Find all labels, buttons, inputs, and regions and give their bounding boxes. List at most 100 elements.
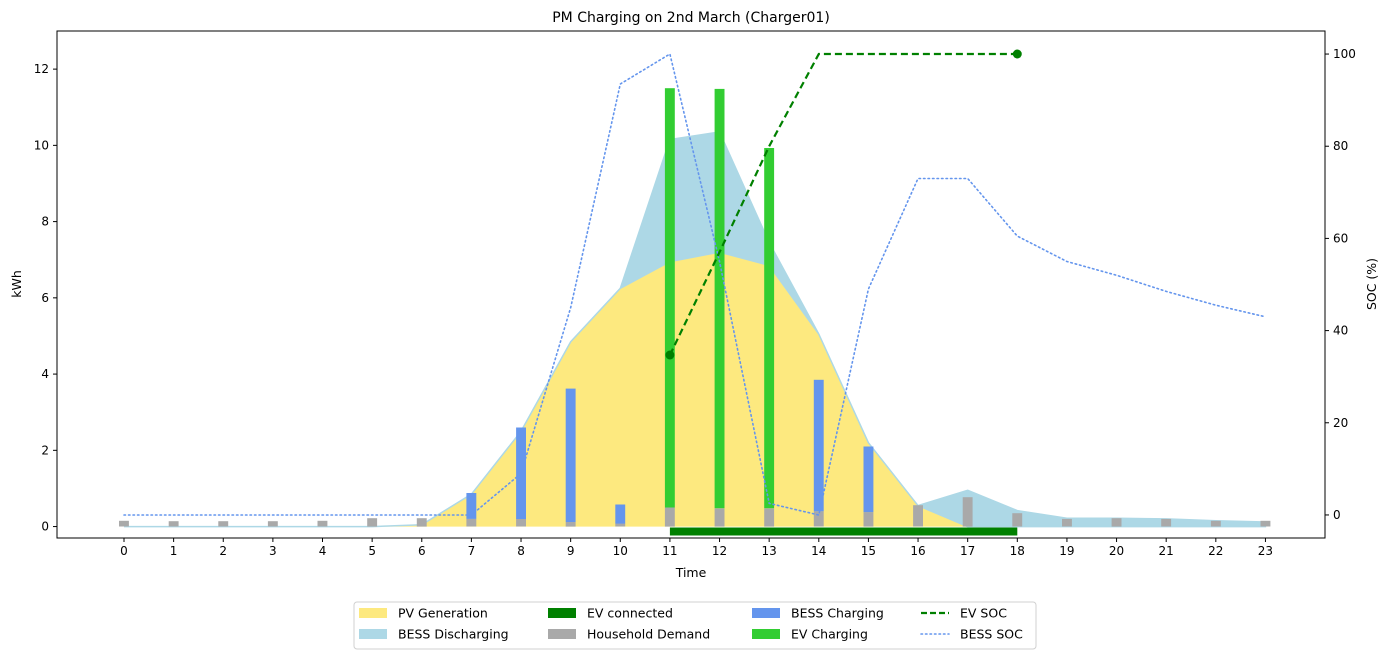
legend-label-ev-soc: EV SOC	[960, 606, 1007, 621]
x-tick-label-1: 1	[170, 544, 178, 558]
legend-label-ev-connected: EV connected	[587, 606, 673, 621]
chart-title: PM Charging on 2nd March (Charger01)	[552, 10, 830, 26]
legend-item-ev-soc: EV SOC	[921, 606, 1007, 621]
legend-label-bess-soc: BESS SOC	[960, 627, 1023, 642]
bar-household-demand-18	[1012, 513, 1023, 527]
y2-tick-label-20: 20	[1333, 416, 1348, 430]
plot-frame	[56, 30, 1326, 539]
x-tick-label-13: 13	[762, 544, 777, 558]
x-tick-label-10: 10	[613, 544, 628, 558]
x-tick-label-5: 5	[368, 544, 376, 558]
legend-swatch-pv	[359, 608, 387, 618]
y2-tick-label-60: 60	[1333, 231, 1348, 245]
legend-label-household: Household Demand	[587, 627, 710, 642]
x-tick-label-7: 7	[468, 544, 476, 558]
bar-bess-charging-7	[466, 493, 477, 519]
x-tick-label-2: 2	[219, 544, 227, 558]
ev-soc-marker-11	[665, 350, 675, 360]
x-tick-label-8: 8	[517, 544, 525, 558]
bar-household-demand-10	[615, 523, 626, 527]
legend-swatch-bess-discharging	[359, 629, 387, 639]
y2-tick-label-0: 0	[1333, 508, 1341, 522]
legend-item-ev-charging: EV Charging	[752, 627, 868, 642]
bar-household-demand-15	[863, 512, 874, 527]
legend-item-household: Household Demand	[548, 627, 710, 642]
bar-household-demand-12	[714, 508, 725, 527]
bar-household-demand-14	[813, 511, 824, 527]
x-tick-label-21: 21	[1159, 544, 1174, 558]
bar-household-demand-4	[317, 520, 328, 527]
bar-bess-charging-15	[863, 446, 874, 513]
bar-ev-charging-11	[664, 88, 675, 508]
legend-swatch-ev-charging	[752, 629, 780, 639]
y-tick-label-0: 0	[41, 520, 49, 534]
legend-item-bess-charging: BESS Charging	[752, 606, 884, 621]
x-tick-label-22: 22	[1208, 544, 1223, 558]
legend-swatch-household	[548, 629, 576, 639]
legend-label-bess-charging: BESS Charging	[791, 606, 884, 621]
bar-household-demand-22	[1210, 520, 1221, 527]
x-tick-label-19: 19	[1059, 544, 1074, 558]
legend-item-ev-connected: EV connected	[548, 606, 673, 621]
x-tick-label-11: 11	[662, 544, 677, 558]
y-tick-label-2: 2	[41, 443, 49, 457]
x-tick-label-18: 18	[1010, 544, 1025, 558]
series-ev-soc-line	[668, 52, 1018, 356]
x-tick-label-20: 20	[1109, 544, 1124, 558]
x-tick-label-15: 15	[861, 544, 876, 558]
bar-ev-charging-12	[714, 88, 725, 509]
legend-item-bess-discharging: BESS Discharging	[359, 627, 509, 642]
bar-household-demand-2	[218, 521, 229, 527]
bar-bess-charging-9	[565, 388, 576, 522]
x-tick-label-12: 12	[712, 544, 727, 558]
legend-label-ev-charging: EV Charging	[791, 627, 868, 642]
bar-household-demand-1	[168, 521, 179, 527]
x-tick-label-0: 0	[120, 544, 128, 558]
bar-household-demand-13	[764, 508, 775, 527]
y-tick-label-8: 8	[41, 215, 49, 229]
legend-item-pv: PV Generation	[359, 606, 488, 621]
bar-household-demand-7	[466, 518, 477, 527]
series-pv-generation-area	[124, 252, 1266, 527]
legend-label-pv: PV Generation	[398, 606, 488, 621]
x-tick-label-17: 17	[960, 544, 975, 558]
bar-household-demand-11	[664, 507, 675, 527]
y-tick-label-10: 10	[34, 138, 49, 152]
bar-bess-charging-10	[615, 504, 626, 524]
axes: 0 1 2 3 4 5 6 7 8 9 10 11 12 13 14 15 16 17 18 19 20 21 22 2302…	[34, 30, 1356, 558]
y-tick-label-12: 12	[34, 62, 49, 76]
bar-ev-charging-13	[764, 148, 775, 509]
x-tick-label-14: 14	[811, 544, 826, 558]
plot-area	[57, 31, 1325, 538]
bar-household-demand-19	[1062, 518, 1072, 527]
bar-household-demand-3	[267, 521, 278, 527]
bar-household-demand-0	[119, 520, 129, 527]
y2-tick-label-40: 40	[1333, 324, 1348, 338]
ev-connected-span	[669, 527, 1018, 536]
y2-axis-label: SOC (%)	[1364, 258, 1379, 310]
x-tick-label-16: 16	[910, 544, 925, 558]
legend-swatch-bess-charging	[752, 608, 780, 618]
y2-tick-label-100: 100	[1333, 47, 1356, 61]
x-tick-label-23: 23	[1258, 544, 1273, 558]
legend-label-bess-discharging: BESS Discharging	[398, 627, 509, 642]
x-tick-label-9: 9	[567, 544, 575, 558]
series-bess-soc-line	[123, 52, 1267, 516]
y2-tick-label-80: 80	[1333, 139, 1348, 153]
ev-soc-marker-18	[1012, 49, 1022, 59]
y-tick-label-4: 4	[41, 367, 49, 381]
x-tick-label-4: 4	[319, 544, 327, 558]
legend-swatch-ev-connected	[548, 608, 576, 618]
x-tick-label-6: 6	[418, 544, 426, 558]
bar-household-demand-9	[565, 522, 576, 527]
bar-household-demand-5	[367, 518, 378, 527]
y-tick-label-6: 6	[41, 291, 49, 305]
x-axis-label: Time	[675, 565, 707, 580]
bar-household-demand-21	[1161, 518, 1172, 527]
bar-bess-charging-14	[813, 379, 824, 512]
bar-household-demand-6	[416, 518, 427, 527]
x-tick-label-3: 3	[269, 544, 277, 558]
bar-household-demand-8	[516, 518, 526, 527]
